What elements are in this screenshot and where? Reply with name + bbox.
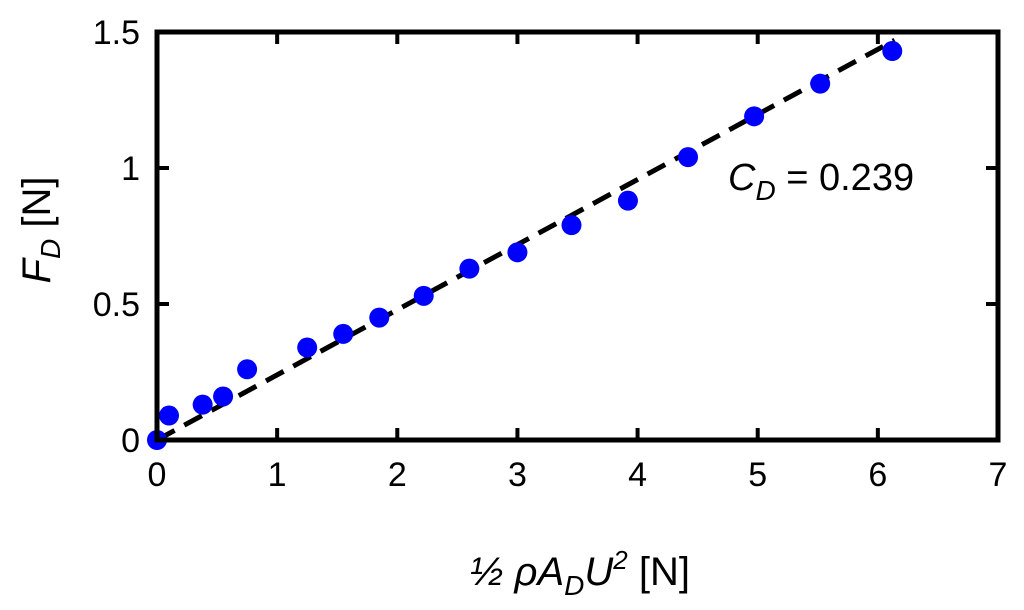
data-point — [459, 258, 480, 279]
axes-frame — [154, 29, 1001, 443]
data-point — [159, 405, 180, 426]
data-point — [192, 394, 213, 415]
y-tick-label: 0.5 — [93, 286, 140, 324]
y-axis-label-subscript: D — [35, 239, 66, 259]
y-tick-label: 0 — [121, 422, 140, 460]
x-tick-label: 7 — [989, 456, 1008, 494]
fit-line — [155, 37, 896, 443]
x-axis-label-u-superscript: 2 — [612, 545, 628, 575]
data-point — [561, 215, 582, 236]
x-axis-label-rho: ρ — [514, 550, 538, 594]
data-point — [333, 323, 354, 344]
y-axis-label-symbol: F — [15, 256, 59, 283]
data-point — [297, 337, 318, 358]
x-tick-label: 6 — [868, 456, 887, 494]
annotation-symbol: C — [728, 157, 756, 199]
data-point — [882, 41, 903, 62]
data-point — [744, 106, 765, 127]
y-tick-label: 1.5 — [93, 14, 140, 52]
x-tick-label: 5 — [748, 456, 767, 494]
x-tick-label: 0 — [148, 456, 167, 494]
x-tick-label: 1 — [268, 456, 287, 494]
data-point — [678, 147, 699, 168]
annotation-subscript: D — [755, 175, 775, 206]
data-point — [413, 285, 434, 306]
x-axis-label-half: ½ — [470, 550, 514, 594]
x-axis-label: ½ ρADU2 [N] — [470, 545, 690, 601]
x-axis-label-a-subscript: D — [564, 570, 584, 601]
data-point — [507, 242, 528, 263]
data-point — [213, 386, 234, 407]
axis-ticks: 0 1 2 3 4 5 6 7 0 0.5 1 1.5 — [93, 14, 1008, 494]
data-point — [237, 359, 258, 380]
data-point — [810, 73, 831, 94]
plot-area — [147, 29, 1001, 450]
y-axis-label: FD [N] — [15, 177, 66, 284]
data-point — [617, 190, 638, 211]
x-axis-label-unit: [N] — [628, 550, 690, 594]
drag-coefficient-annotation: CD = 0.239 — [728, 157, 914, 206]
x-tick-label: 4 — [628, 456, 647, 494]
x-tick-label: 2 — [388, 456, 407, 494]
y-tick-label: 1 — [121, 150, 140, 188]
x-axis-label-a: A — [535, 550, 564, 594]
data-point — [369, 307, 390, 328]
x-tick-label: 3 — [508, 456, 527, 494]
annotation-value: = 0.239 — [776, 157, 914, 199]
y-axis-label-unit: [N] — [15, 177, 59, 239]
x-axis-label-u: U — [584, 550, 614, 594]
